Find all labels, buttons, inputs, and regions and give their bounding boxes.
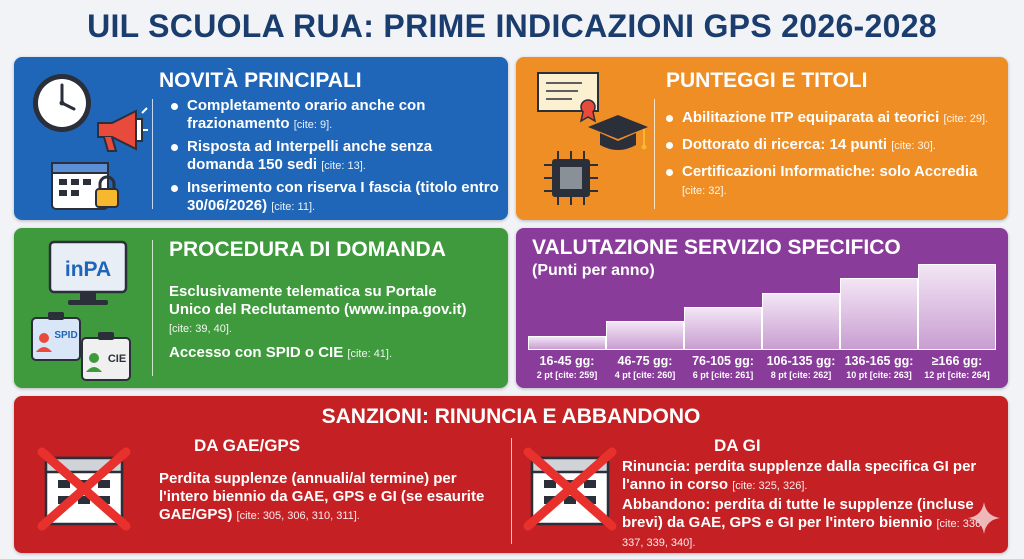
bar-value-label: 4 pt [cite: 260] [614, 370, 676, 380]
chart-bar [684, 307, 762, 350]
right-subheading: DA GI [714, 436, 761, 455]
bar-value-label: 8 pt [cite: 262] [770, 370, 832, 380]
sparkle-icon [968, 502, 1000, 534]
cie-card-icon: CIE [81, 332, 131, 381]
divider [152, 240, 153, 376]
chart-bar [918, 264, 996, 350]
list-item: Abilitazione ITP equiparata ai teorici [… [664, 109, 999, 128]
spid-text: SPID [54, 330, 77, 341]
procedura-heading: PROCEDURA DI DOMANDA [169, 238, 446, 261]
bar-value-label: 2 pt [cite: 259] [536, 370, 598, 380]
procedura-text-1: Esclusivamente telematica su Portale Uni… [169, 283, 467, 335]
chart-bar [840, 278, 918, 350]
bar-category-label: 16-45 gg: [539, 354, 595, 368]
divider [654, 99, 655, 209]
bar-category-label: 136-165 gg: [844, 354, 914, 368]
left-text: Perdita supplenze (annuali/al termine) p… [159, 470, 485, 523]
procedura-card: inPA SPID CIE PROCEDURA DI DOMANDA Esclu… [14, 228, 508, 388]
punteggi-heading: PUNTEGGI E TITOLI [666, 69, 868, 92]
chart-area: 16-45 gg: 2 pt [cite: 259] 46-75 gg: 4 pt [… [516, 228, 1008, 388]
procedura-text-2: Accesso con SPID o CIE [cite: 41]. [169, 344, 393, 361]
chart-bar [528, 335, 606, 350]
spid-card-icon: SPID [31, 312, 81, 361]
diploma-icon [537, 72, 599, 123]
bar-category-label: ≥166 gg: [931, 354, 983, 368]
graduation-cap-icon [588, 115, 648, 150]
clock-icon [33, 74, 91, 132]
sanzioni-heading: SANZIONI: RINUNCIA E ABBANDONO [321, 405, 701, 428]
bar-category-label: 76-105 gg: [692, 354, 754, 368]
list-item: Inserimento con riserva I fascia (titolo… [169, 179, 499, 216]
abbandono-text: Abbandono: perdita di tutte le supplenze… [622, 496, 985, 549]
page-title: UIL SCUOLA RUA: PRIME INDICAZIONI GPS 20… [87, 8, 937, 44]
chip-icon [544, 151, 598, 205]
novita-list: Completamento orario anche con frazionam… [169, 97, 499, 220]
chart-bar [762, 292, 840, 350]
bar-category-label: 106-135 gg: [766, 354, 836, 368]
divider [511, 438, 512, 544]
calendar-cross-icon [37, 447, 131, 531]
chart-bar [606, 321, 684, 350]
monitor-icon: inPA [48, 240, 128, 305]
bar-value-label: 12 pt [cite: 264] [924, 370, 990, 380]
punteggi-card: PUNTEGGI E TITOLI Abilitazione ITP equip… [516, 57, 1008, 220]
valutazione-card: VALUTAZIONE SERVIZIO SPECIFICO (Punti pe… [516, 228, 1008, 388]
divider [152, 99, 153, 209]
chart-title: VALUTAZIONE SERVIZIO SPECIFICO [532, 236, 901, 259]
bar-category-label: 46-75 gg: [617, 354, 673, 368]
calendar-cross-icon [523, 447, 617, 531]
list-item: Completamento orario anche con frazionam… [169, 97, 499, 134]
novita-card: NOVITÀ PRINCIPALI Completamento orario a… [14, 57, 508, 220]
cie-text: CIE [108, 353, 126, 365]
list-item: Dottorato di ricerca: 14 punti [cite: 30… [664, 136, 999, 155]
punteggi-list: Abilitazione ITP equiparata ai teorici [… [664, 109, 999, 204]
calendar-lock-icon [51, 162, 119, 210]
megaphone-icon [97, 107, 148, 152]
rinuncia-text: Rinuncia: perdita supplenze dalla specif… [622, 458, 977, 493]
list-item: Certificazioni Informatiche: solo Accred… [664, 163, 999, 200]
chart-subtitle: (Punti per anno) [532, 262, 655, 279]
sanzioni-card: SANZIONI: RINUNCIA E ABBANDONO DA GAE/GP… [14, 396, 1008, 553]
novita-heading: NOVITÀ PRINCIPALI [159, 69, 362, 92]
list-item: Risposta ad Interpelli anche senza doman… [169, 138, 499, 175]
monitor-text: inPA [65, 258, 111, 281]
bar-value-label: 10 pt [cite: 263] [846, 370, 912, 380]
bar-value-label: 6 pt [cite: 261] [692, 370, 754, 380]
left-subheading: DA GAE/GPS [194, 436, 301, 455]
